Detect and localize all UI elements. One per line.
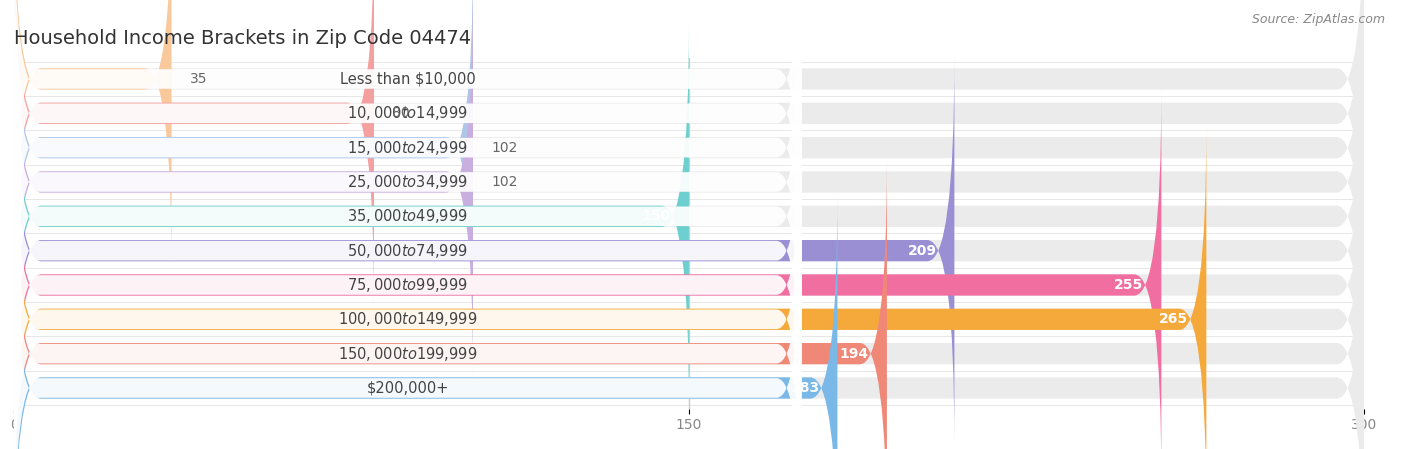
Text: $25,000 to $34,999: $25,000 to $34,999 [347, 173, 468, 191]
Text: 150: 150 [641, 209, 671, 223]
Text: Less than $10,000: Less than $10,000 [340, 71, 475, 87]
FancyBboxPatch shape [14, 21, 689, 412]
Text: 194: 194 [839, 347, 869, 361]
Text: 183: 183 [790, 381, 820, 395]
FancyBboxPatch shape [14, 37, 801, 396]
FancyBboxPatch shape [14, 0, 801, 258]
FancyBboxPatch shape [14, 124, 1364, 449]
Text: $100,000 to $149,999: $100,000 to $149,999 [337, 310, 478, 328]
FancyBboxPatch shape [14, 90, 1364, 449]
FancyBboxPatch shape [14, 209, 801, 449]
Text: $15,000 to $24,999: $15,000 to $24,999 [347, 139, 468, 157]
Text: Source: ZipAtlas.com: Source: ZipAtlas.com [1251, 13, 1385, 26]
Text: 35: 35 [190, 72, 207, 86]
Text: 255: 255 [1114, 278, 1143, 292]
Text: 102: 102 [491, 141, 517, 154]
FancyBboxPatch shape [14, 55, 955, 446]
FancyBboxPatch shape [14, 158, 1364, 449]
Text: $10,000 to $14,999: $10,000 to $14,999 [347, 104, 468, 122]
FancyBboxPatch shape [14, 0, 1364, 308]
FancyBboxPatch shape [14, 175, 801, 449]
Text: $35,000 to $49,999: $35,000 to $49,999 [347, 207, 468, 225]
Text: $50,000 to $74,999: $50,000 to $74,999 [347, 242, 468, 260]
FancyBboxPatch shape [14, 0, 172, 274]
FancyBboxPatch shape [14, 3, 801, 361]
FancyBboxPatch shape [14, 0, 1364, 343]
FancyBboxPatch shape [14, 0, 1364, 274]
FancyBboxPatch shape [14, 193, 1364, 449]
FancyBboxPatch shape [14, 0, 472, 343]
FancyBboxPatch shape [14, 21, 1364, 412]
Text: 209: 209 [907, 244, 936, 258]
Text: 265: 265 [1159, 313, 1188, 326]
Text: $200,000+: $200,000+ [367, 380, 449, 396]
FancyBboxPatch shape [14, 0, 374, 308]
FancyBboxPatch shape [14, 106, 801, 449]
FancyBboxPatch shape [14, 0, 1364, 377]
FancyBboxPatch shape [14, 0, 801, 327]
FancyBboxPatch shape [14, 158, 887, 449]
Text: $75,000 to $99,999: $75,000 to $99,999 [347, 276, 468, 294]
FancyBboxPatch shape [14, 0, 472, 377]
Text: Household Income Brackets in Zip Code 04474: Household Income Brackets in Zip Code 04… [14, 30, 471, 48]
FancyBboxPatch shape [14, 193, 838, 449]
FancyBboxPatch shape [14, 71, 801, 430]
FancyBboxPatch shape [14, 0, 801, 292]
Text: 80: 80 [392, 106, 409, 120]
FancyBboxPatch shape [14, 124, 1206, 449]
FancyBboxPatch shape [14, 140, 801, 449]
Text: 102: 102 [491, 175, 517, 189]
FancyBboxPatch shape [14, 55, 1364, 446]
Text: $150,000 to $199,999: $150,000 to $199,999 [337, 345, 478, 363]
FancyBboxPatch shape [14, 90, 1161, 449]
